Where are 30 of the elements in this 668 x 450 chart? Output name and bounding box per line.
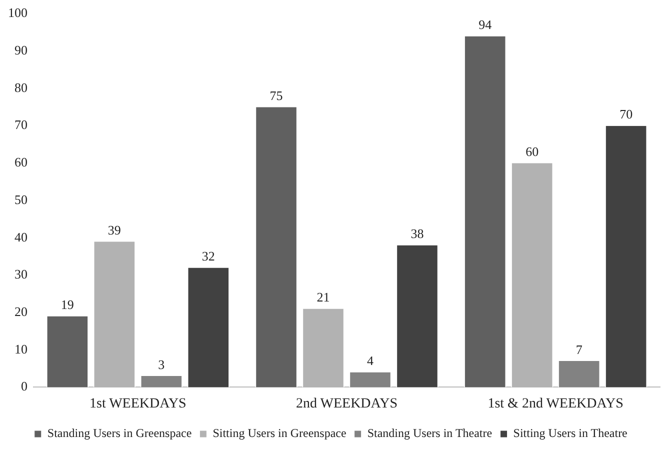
y-tick-label: 90 [14, 42, 28, 58]
data-label: 7 [576, 342, 583, 357]
x-tick-label: 1st & 2nd WEEKDAYS [488, 396, 624, 412]
y-tick-label: 100 [8, 5, 28, 20]
y-tick-label: 30 [14, 266, 28, 282]
legend-label: Sitting Users in Theatre [513, 426, 628, 440]
data-label: 38 [410, 226, 424, 242]
y-tick-label: 0 [21, 378, 28, 394]
y-tick-label: 10 [14, 341, 28, 356]
y-tick-label: 50 [14, 192, 28, 207]
legend-label: Standing Users in Theatre [367, 426, 492, 440]
data-label: 32 [202, 248, 215, 264]
data-label: 75 [270, 88, 283, 104]
legend-label: Sitting Users in Greenspace [212, 426, 346, 440]
data-label: 19 [60, 297, 74, 312]
y-tick-label: 70 [14, 117, 28, 132]
data-label: 39 [108, 222, 121, 238]
data-label: 3 [158, 356, 165, 372]
data-label: 94 [478, 17, 492, 32]
data-label: 4 [366, 353, 374, 368]
x-tick-label: 2nd WEEKDAYS [296, 396, 398, 412]
legend-label: Standing Users in Greenspace [47, 426, 192, 440]
y-tick-label: 40 [14, 229, 28, 244]
y-tick-label: 80 [14, 80, 28, 95]
y-tick-label: 20 [14, 304, 28, 319]
data-label: 70 [620, 106, 633, 122]
y-tick-label: 60 [14, 154, 28, 170]
x-tick-label: 1st WEEKDAYS [89, 396, 186, 412]
data-label: 60 [526, 144, 539, 160]
data-label: 21 [316, 290, 330, 305]
